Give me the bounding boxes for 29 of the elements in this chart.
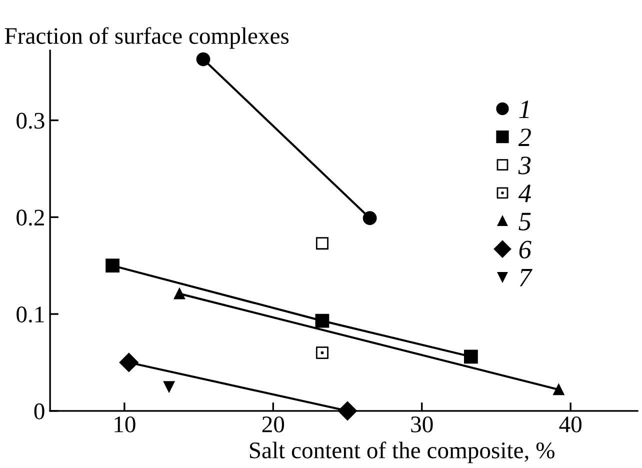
legend-label: 5 bbox=[518, 212, 531, 230]
y-tick-label: 0 bbox=[34, 403, 44, 420]
legend-label: 3 bbox=[518, 156, 531, 174]
x-tick-label: 40 bbox=[559, 416, 582, 432]
point bbox=[196, 52, 210, 66]
point bbox=[362, 211, 377, 226]
x-axis-title: Salt content of the composite, % bbox=[250, 442, 554, 464]
legend-label: 7 bbox=[520, 269, 532, 286]
legend-label: 1 bbox=[519, 100, 529, 118]
point bbox=[163, 381, 175, 392]
point bbox=[464, 350, 478, 364]
legend-label: 6 bbox=[519, 240, 532, 259]
point bbox=[316, 346, 328, 360]
point bbox=[553, 384, 564, 396]
legend-label: 4 bbox=[518, 184, 531, 202]
point bbox=[316, 237, 328, 250]
y-tick-label: 0.3 bbox=[16, 112, 44, 129]
point bbox=[106, 258, 120, 273]
legend-label: 2 bbox=[518, 128, 531, 146]
point bbox=[174, 288, 186, 300]
y-tick-label: 0.1 bbox=[16, 306, 44, 323]
point bbox=[119, 352, 138, 372]
y-axis-title: Fraction of surface complexes bbox=[4, 27, 289, 49]
x-tick-label: 10 bbox=[114, 416, 136, 432]
x-tick-label: 20 bbox=[262, 416, 284, 432]
x-tick-label: 30 bbox=[411, 416, 433, 432]
point bbox=[338, 401, 358, 420]
point bbox=[315, 314, 330, 328]
y-tick-label: 0.2 bbox=[16, 210, 44, 226]
